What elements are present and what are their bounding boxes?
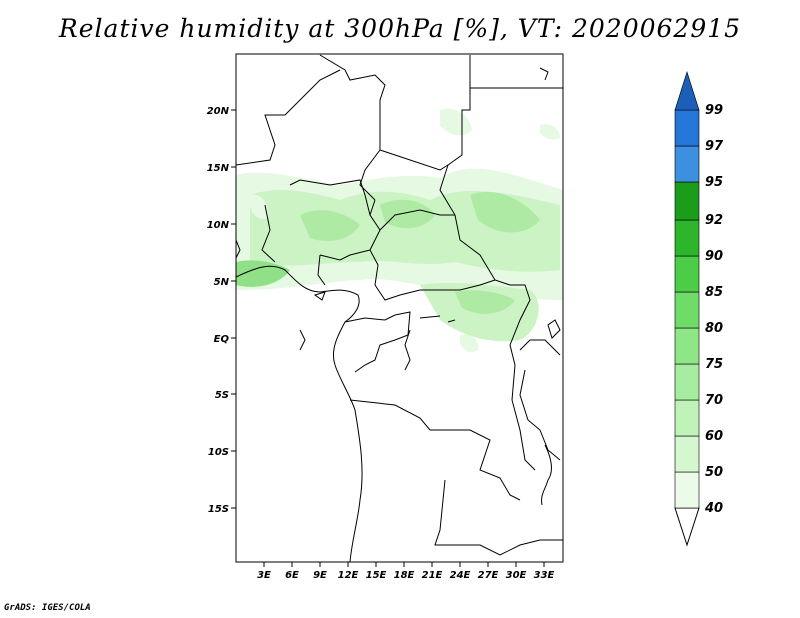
colorbar-segment [674, 363, 700, 401]
colorbar-label: 80 [705, 321, 723, 336]
colorbar-segment [674, 471, 700, 509]
colorbar-segment [674, 145, 700, 183]
colorbar-label: 70 [705, 393, 723, 408]
colorbar-label: 92 [705, 213, 723, 228]
grads-credit: GrADS: IGES/COLA [4, 603, 91, 613]
lon-tick-label: 27E [478, 570, 499, 581]
map-title: Relative humidity at 300hPa [%], VT: 202… [58, 14, 742, 43]
lon-tick-label: 30E [506, 570, 527, 581]
lat-tick-label: 5S [215, 390, 229, 401]
colorbar-segment [674, 435, 700, 473]
lon-axis: 3E 6E 9E 12E 15E 18E 21E 24E 27E 30E 33E [257, 562, 555, 581]
lat-tick-label: 10S [208, 447, 229, 458]
colorbar-segment [674, 181, 700, 221]
lat-tick-label: EQ [214, 334, 230, 345]
colorbar-segment [674, 291, 700, 329]
colorbar-label: 97 [705, 139, 724, 154]
lon-tick-label: 18E [394, 570, 415, 581]
colorbar-label: 60 [705, 429, 723, 444]
lon-tick-label: 33E [534, 570, 555, 581]
lat-tick-label: 15N [207, 163, 230, 174]
colorbar-bottom-arrow [674, 507, 700, 547]
humidity-patch-7 [250, 194, 269, 219]
colorbar-segment [674, 327, 700, 365]
lon-tick-label: 24E [450, 570, 471, 581]
colorbar-label: 50 [705, 465, 723, 480]
colorbar-top-arrow [674, 71, 700, 111]
humidity-patch-8 [440, 108, 472, 136]
colorbar-segment [674, 109, 700, 147]
lon-tick-label: 15E [366, 570, 387, 581]
humidity-patch-6 [460, 334, 479, 353]
colorbar-segment [674, 399, 700, 437]
humidity-field [236, 108, 563, 353]
humidity-patch-3 [470, 191, 540, 233]
colorbar-label: 95 [705, 175, 723, 190]
map-frame [235, 53, 564, 563]
lon-tick-label: 21E [422, 570, 443, 581]
country-borders [236, 54, 563, 562]
lon-tick-label: 12E [338, 570, 359, 581]
colorbar-segment [674, 255, 700, 293]
lat-tick-label: 5N [214, 277, 230, 288]
humidity-patch-5 [455, 290, 515, 314]
colorbar-label: 85 [705, 285, 723, 300]
lon-tick-label: 3E [257, 570, 271, 581]
lon-tick-label: 6E [285, 570, 299, 581]
colorbar-label: 90 [705, 249, 723, 264]
lat-tick-label: 10N [207, 220, 230, 231]
lat-tick-label: 15S [208, 504, 229, 515]
colorbar-segment [674, 219, 700, 257]
humidity-patch-1 [300, 210, 360, 242]
lat-tick-label: 20N [207, 106, 230, 117]
colorbar: 40 50 60 70 75 80 85 90 92 95 97 99 [674, 71, 724, 547]
lon-tick-label: 9E [313, 570, 327, 581]
humidity-patch-2 [380, 199, 435, 229]
colorbar-label: 75 [705, 357, 723, 372]
colorbar-label: 99 [705, 103, 723, 118]
lat-axis: 20N 15N 10N 5N EQ 5S 10S 15S [207, 106, 236, 515]
humidity-patch-9 [540, 124, 560, 140]
colorbar-label: 40 [704, 501, 723, 516]
